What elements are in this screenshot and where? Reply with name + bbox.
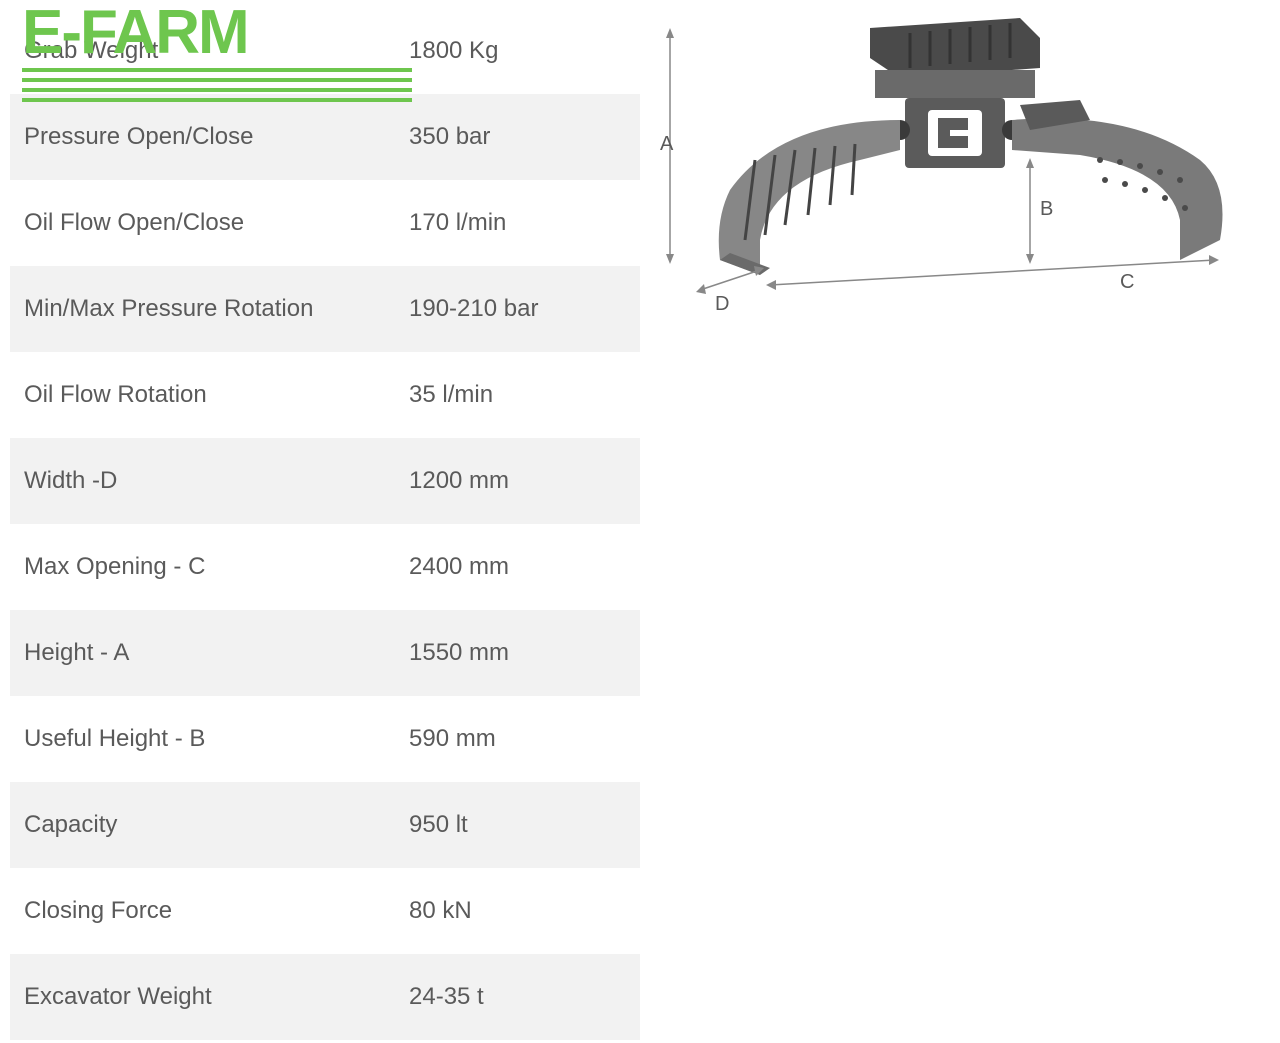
table-row: Oil Flow Rotation 35 l/min: [10, 352, 640, 438]
spec-value: 2400 mm: [409, 553, 509, 581]
spec-label: Oil Flow Rotation: [24, 381, 409, 409]
dim-label-b: B: [1040, 198, 1053, 220]
dim-label-a: A: [660, 133, 674, 155]
spec-label: Capacity: [24, 811, 409, 839]
spec-value: 350 bar: [409, 123, 490, 151]
spec-label: Useful Height - B: [24, 725, 409, 753]
table-row: Capacity 950 lt: [10, 782, 640, 868]
spec-value: 170 l/min: [409, 209, 506, 237]
table-row: Max Opening - C 2400 mm: [10, 524, 640, 610]
spec-label: Oil Flow Open/Close: [24, 209, 409, 237]
product-diagram: A: [660, 10, 1260, 320]
spec-label: Closing Force: [24, 897, 409, 925]
spec-value: 1200 mm: [409, 467, 509, 495]
spec-value: 1550 mm: [409, 639, 509, 667]
dim-label-d: D: [715, 293, 729, 315]
spec-table: Grab Weight 1800 Kg Pressure Open/Close …: [0, 0, 640, 1040]
grapple-diagram-icon: A: [660, 10, 1260, 320]
logo-underlines: [22, 68, 412, 102]
spec-value: 950 lt: [409, 811, 468, 839]
spec-label: Max Opening - C: [24, 553, 409, 581]
table-row: Useful Height - B 590 mm: [10, 696, 640, 782]
spec-value: 80 kN: [409, 897, 472, 925]
spec-label: Pressure Open/Close: [24, 123, 409, 151]
spec-label: Min/Max Pressure Rotation: [24, 295, 409, 323]
watermark-logo: E-FARM: [22, 8, 412, 108]
spec-label: Excavator Weight: [24, 983, 409, 1011]
logo-text: E-FARM: [22, 8, 412, 58]
spec-value: 590 mm: [409, 725, 496, 753]
table-row: Oil Flow Open/Close 170 l/min: [10, 180, 640, 266]
spec-label: Height - A: [24, 639, 409, 667]
spec-value: 190-210 bar: [409, 295, 538, 323]
spec-label: Width -D: [24, 467, 409, 495]
dim-label-c: C: [1120, 271, 1134, 293]
spec-value: 24-35 t: [409, 983, 484, 1011]
spec-value: 35 l/min: [409, 381, 493, 409]
table-row: Min/Max Pressure Rotation 190-210 bar: [10, 266, 640, 352]
spec-value: 1800 Kg: [409, 37, 498, 65]
table-row: Excavator Weight 24-35 t: [10, 954, 640, 1040]
table-row: Closing Force 80 kN: [10, 868, 640, 954]
table-row: Height - A 1550 mm: [10, 610, 640, 696]
table-row: Width -D 1200 mm: [10, 438, 640, 524]
